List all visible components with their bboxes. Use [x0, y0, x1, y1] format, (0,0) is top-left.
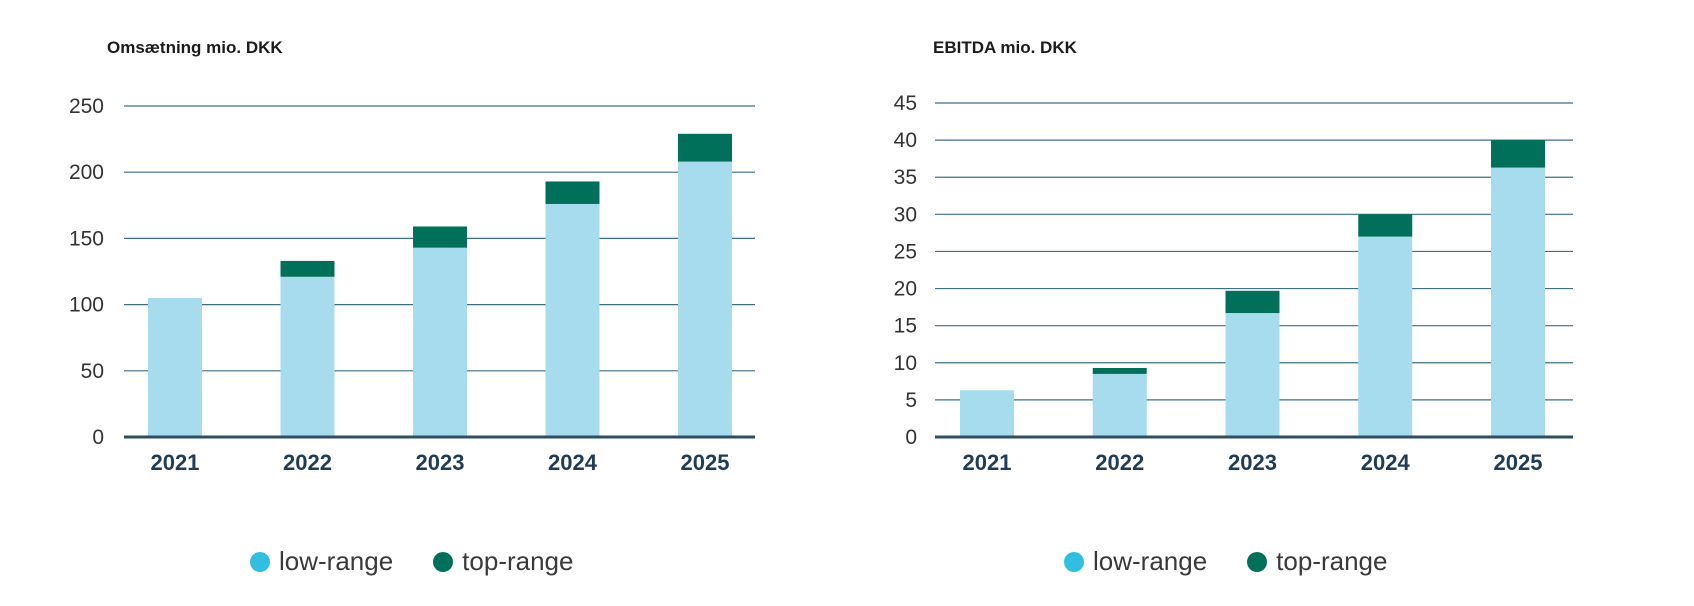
ebitda-bar-low-range	[1491, 167, 1545, 437]
ebitda-y-tick-label: 10	[894, 352, 917, 375]
revenue-bar-low-range	[280, 276, 335, 437]
ebitda-y-tick-label: 45	[894, 92, 917, 115]
ebitda-y-tick-label: 5	[905, 389, 917, 412]
revenue-bar-low-range	[413, 247, 467, 437]
ebitda-y-tick-label: 20	[894, 278, 917, 301]
legend-label-top-range: top-range	[462, 546, 574, 576]
legend-item-low-range: low-range	[250, 546, 393, 577]
ebitda-y-tick-label: 35	[894, 166, 917, 189]
ebitda-bar-top-range	[1225, 290, 1280, 314]
ebitda-bar-top-range	[1092, 367, 1147, 374]
revenue-y-tick-label: 50	[81, 360, 104, 383]
revenue-y-tick-label: 250	[69, 95, 104, 118]
top-range-circle-icon	[433, 551, 454, 572]
legend-item-top-range: top-range	[1247, 546, 1387, 577]
ebitda-y-tick-label: 0	[905, 426, 917, 449]
top-range-circle-icon	[1247, 551, 1268, 572]
legend-label-low-range: low-range	[1093, 546, 1208, 576]
ebitda-bar-top-range	[1491, 140, 1545, 168]
legend-label-top-range: top-range	[1276, 546, 1388, 576]
revenue-y-tick-label: 0	[92, 426, 104, 449]
revenue-bar-top-range	[413, 226, 467, 248]
legend-item-low-range: low-range	[1064, 546, 1207, 577]
revenue-x-tick-label: 2025	[681, 450, 730, 475]
revenue-x-tick-label: 2024	[548, 450, 598, 475]
revenue-y-tick-label: 100	[69, 294, 104, 317]
ebitda-x-tick-label: 2025	[1494, 450, 1543, 475]
revenue-y-tick-label: 150	[69, 227, 104, 250]
low-range-circle-icon	[250, 551, 270, 572]
revenue-bar-top-range	[280, 260, 335, 277]
ebitda-y-tick-label: 40	[894, 129, 917, 152]
ebitda-chart-legend: low-range top-range	[1064, 546, 1427, 577]
legend-item-top-range: top-range	[433, 546, 573, 577]
ebitda-bar-low-range	[1358, 236, 1413, 437]
revenue-chart: 0 50 100 150 200 250 2021 2022 2023 2024 2025	[69, 95, 755, 475]
ebitda-y-tick-label: 25	[894, 240, 917, 263]
ebitda-y-tick-label: 30	[894, 203, 917, 226]
ebitda-bar-low-range	[1225, 313, 1280, 437]
revenue-x-tick-label: 2022	[283, 450, 332, 475]
ebitda-chart-title: EBITDA mio. DKK	[933, 38, 1077, 57]
ebitda-x-tick-label: 2021	[963, 450, 1012, 475]
ebitda-chart-panel: EBITDA mio. DKK 0 5 10 15 20 25 30 35 40 45 2021 20…	[847, 0, 1694, 606]
ebitda-x-tick-label: 2023	[1228, 450, 1277, 475]
low-range-circle-icon	[1064, 551, 1084, 572]
revenue-bar-low-range	[678, 161, 732, 437]
revenue-chart-title: Omsætning mio. DKK	[107, 38, 283, 57]
ebitda-x-tick-label: 2024	[1361, 450, 1411, 475]
revenue-x-tick-label: 2021	[151, 450, 200, 475]
revenue-bar-top-range	[678, 133, 732, 162]
ebitda-y-tick-label: 15	[894, 315, 917, 338]
revenue-x-tick-label: 2023	[416, 450, 465, 475]
ebitda-bar-low-range	[960, 390, 1014, 437]
legend-label-low-range: low-range	[279, 546, 394, 576]
revenue-chart-panel: Omsætning mio. DKK 0 50 100 150 200 250 2021 20…	[69, 38, 755, 577]
ebitda-bar-low-range	[1092, 373, 1147, 437]
ebitda-x-tick-label: 2022	[1095, 450, 1144, 475]
revenue-y-tick-label: 200	[69, 161, 104, 184]
ebitda-bar-top-range	[1358, 214, 1413, 237]
revenue-bar-top-range	[545, 181, 600, 204]
revenue-bar-low-range	[545, 203, 600, 437]
revenue-chart-legend: low-range top-range	[250, 546, 613, 577]
revenue-bar-low-range	[148, 297, 202, 437]
